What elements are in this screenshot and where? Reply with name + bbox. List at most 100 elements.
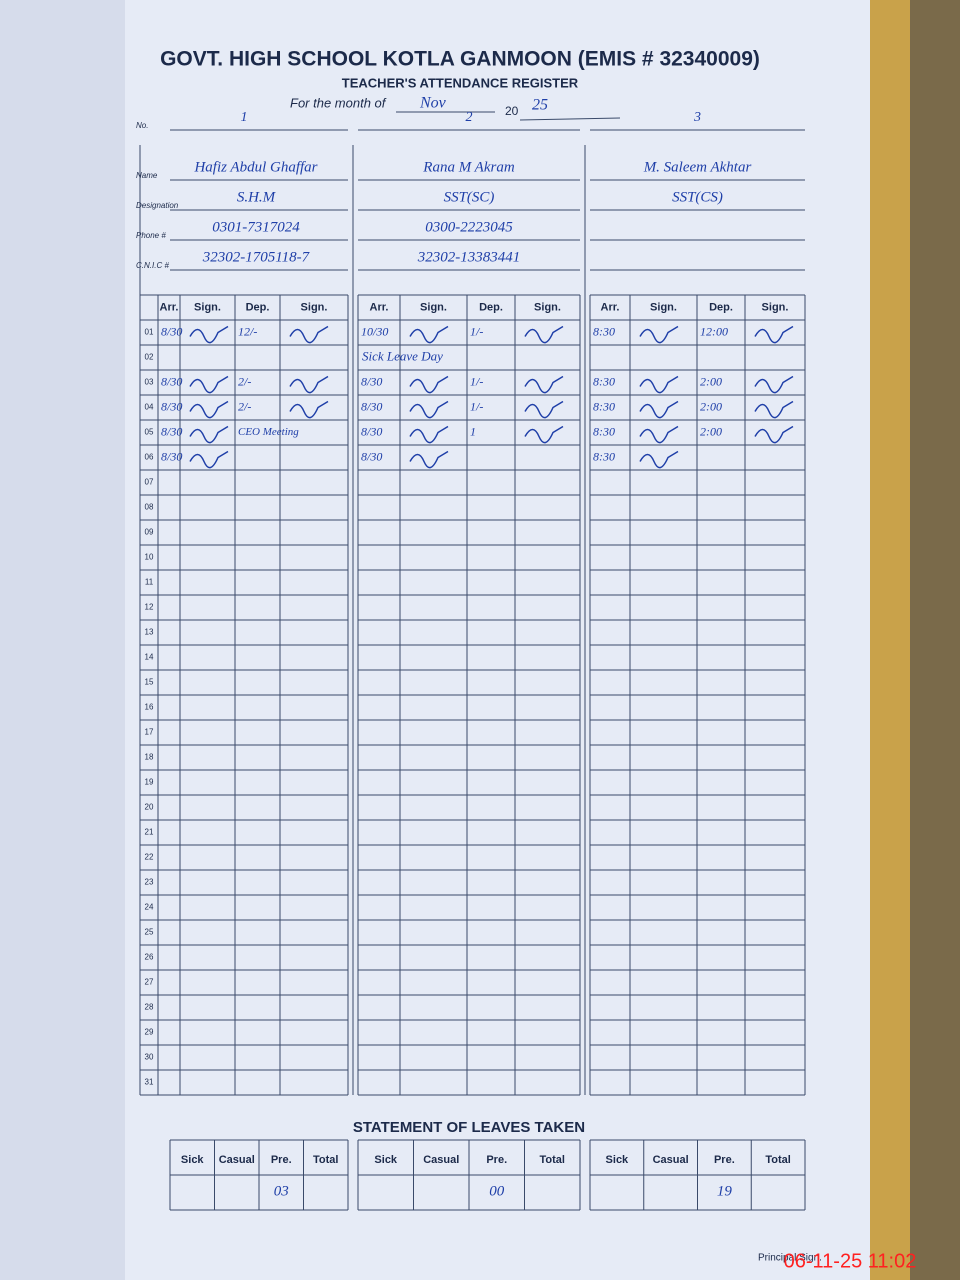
leaves-pre: 03	[274, 1183, 289, 1199]
leaves-title: STATEMENT OF LEAVES TAKEN	[353, 1119, 585, 1136]
signature	[409, 425, 449, 444]
arrival: 8/30	[361, 374, 382, 388]
day: 10	[145, 553, 154, 562]
column-header: Sign.	[650, 301, 677, 313]
field-label: No.	[136, 121, 148, 130]
leaves-header: Pre.	[486, 1154, 507, 1166]
right-page	[125, 0, 880, 1280]
day: 04	[145, 403, 154, 412]
day: 02	[145, 353, 154, 362]
signature	[639, 375, 679, 394]
signature	[409, 450, 449, 469]
teacher-phone: 0300-2223045	[425, 219, 513, 235]
month-label: For the month of	[290, 95, 387, 110]
leaves-header: Pre.	[714, 1154, 735, 1166]
leaves-header: Casual	[423, 1154, 459, 1166]
teacher-designation: SST(CS)	[672, 189, 723, 205]
signature	[289, 400, 329, 419]
signature	[524, 425, 564, 444]
signature	[524, 400, 564, 419]
arrival: 8:30	[593, 324, 615, 338]
day: 17	[145, 728, 154, 737]
day: 31	[145, 1078, 154, 1087]
signature	[754, 325, 794, 344]
departure: 12:00	[700, 324, 728, 338]
signature	[524, 375, 564, 394]
day: 06	[145, 453, 154, 462]
signature	[409, 400, 449, 419]
leaves-header: Sick	[374, 1154, 398, 1166]
leaves-header: Casual	[219, 1154, 255, 1166]
day: 22	[145, 853, 154, 862]
arrival: 8:30	[593, 399, 615, 413]
signature	[189, 450, 229, 469]
column-header: Dep.	[709, 301, 733, 313]
day: 27	[145, 978, 154, 987]
field-label: Name	[136, 171, 158, 180]
teacher-name: Hafiz Abdul Ghaffar	[193, 159, 317, 175]
field-label: Designation	[136, 201, 179, 210]
timestamp: 06-11-25 11:02	[784, 1250, 917, 1272]
arrival: 8/30	[161, 424, 182, 438]
arrival: 8:30	[593, 449, 615, 463]
column-header: Arr.	[160, 301, 179, 313]
day: 19	[145, 778, 154, 787]
month: Nov	[419, 95, 447, 112]
signature	[409, 325, 449, 344]
arrival: 8/30	[361, 399, 382, 413]
signature	[189, 400, 229, 419]
signature	[189, 425, 229, 444]
column-header: Sign.	[762, 301, 789, 313]
day: 21	[145, 828, 154, 837]
day: 18	[145, 753, 154, 762]
day: 14	[145, 653, 154, 662]
signature	[639, 425, 679, 444]
subtitle: TEACHER'S ATTENDANCE REGISTER	[342, 75, 579, 90]
departure: 1	[470, 424, 476, 438]
column-header: Sign.	[301, 301, 328, 313]
departure: 1/-	[470, 399, 483, 413]
teacher-cnic: 32302-13383441	[417, 249, 521, 265]
arrival: 8/30	[361, 424, 382, 438]
day: 09	[145, 528, 154, 537]
departure: 2/-	[238, 374, 251, 388]
day: 03	[145, 378, 154, 387]
field-label: C.N.I.C #	[136, 261, 169, 270]
book-cover	[870, 0, 910, 1280]
departure: 1/-	[470, 324, 483, 338]
day: 13	[145, 628, 154, 637]
leaves-pre: 00	[489, 1183, 505, 1199]
title: GOVT. HIGH SCHOOL KOTLA GANMOON (EMIS # …	[160, 48, 760, 71]
day: 15	[145, 678, 154, 687]
teacher-cnic: 32302-1705118-7	[202, 249, 311, 265]
column-header: Dep.	[246, 301, 270, 313]
day: 30	[145, 1053, 154, 1062]
day: 12	[145, 603, 154, 612]
column-header: Sign.	[534, 301, 561, 313]
teacher-name: Rana M Akram	[422, 159, 515, 175]
arrival: 10/30	[361, 324, 388, 338]
leaves-header: Total	[540, 1154, 565, 1166]
grid: No. Name Designation Phone # C.N.I.C # 1 Hafiz…	[136, 110, 806, 1211]
column-header: Dep.	[479, 301, 503, 313]
day: 24	[145, 903, 154, 912]
teacher-no: 3	[693, 110, 701, 125]
departure: 1/-	[470, 374, 483, 388]
signature	[189, 375, 229, 394]
signature	[639, 450, 679, 469]
leaves-header: Pre.	[271, 1154, 292, 1166]
column-header: Arr.	[370, 301, 389, 313]
teacher-phone: 0301-7317024	[212, 219, 300, 235]
arrival: 8/30	[161, 324, 182, 338]
signature	[639, 400, 679, 419]
day: 11	[145, 578, 154, 587]
day: 20	[145, 803, 154, 812]
year-line	[519, 117, 621, 121]
signature	[639, 325, 679, 344]
leaves-header: Total	[765, 1154, 790, 1166]
arrival: 8/30	[361, 449, 382, 463]
signature	[289, 325, 329, 344]
teacher-designation: S.H.M	[237, 189, 277, 205]
principal-sign: Principal Sign.	[758, 1253, 822, 1264]
signature	[289, 375, 329, 394]
